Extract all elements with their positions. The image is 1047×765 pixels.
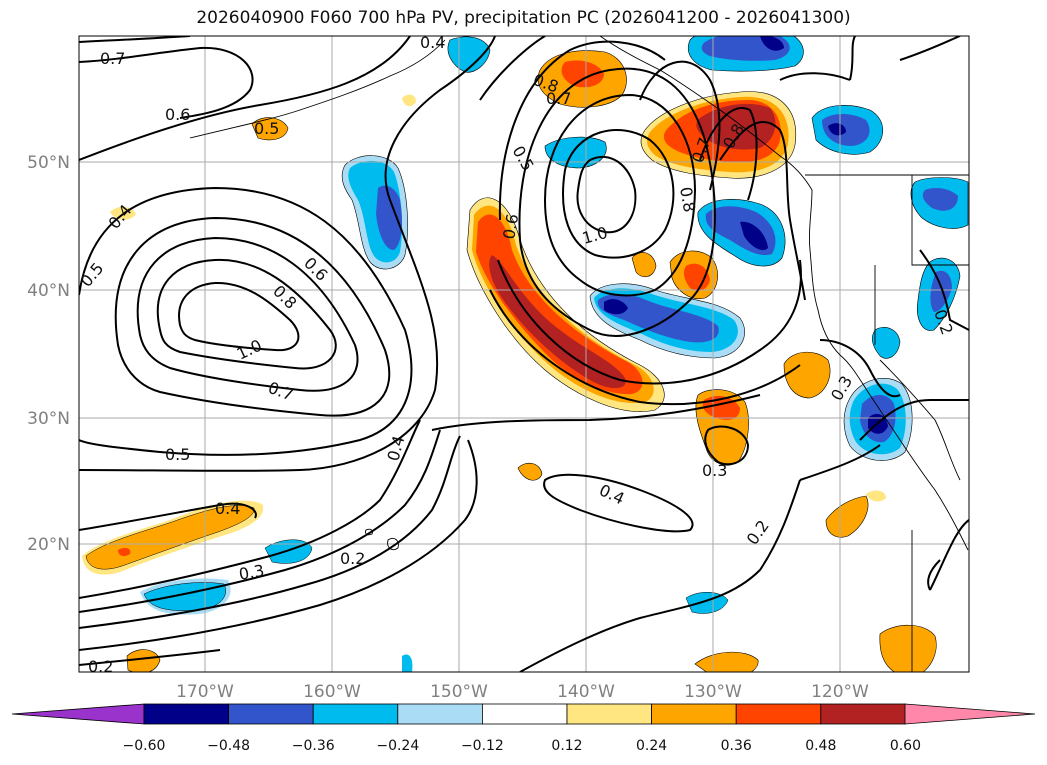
- colorbar-bin-9: [820, 703, 906, 725]
- lon-tick-130w: 130°W: [684, 682, 742, 702]
- contour-0.5-west: [79, 186, 413, 456]
- colorbar-label-2: −0.36: [292, 738, 335, 754]
- contour-0.6-north: [79, 36, 411, 161]
- contour-0.6-east: [518, 67, 716, 337]
- colorbar: −0.60 −0.48 −0.36 −0.24 −0.12 0.12 0.24 …: [11, 703, 1036, 754]
- colorbar-bin-4: [397, 703, 483, 725]
- clab-24: 0.3: [702, 461, 727, 480]
- colorbar-label-1: −0.48: [207, 738, 250, 754]
- lat-tick-labels: 50°N 40°N 30°N 20°N: [27, 153, 70, 555]
- clab-10: 0.4: [215, 499, 240, 518]
- contour-0.8-ne: [639, 60, 721, 191]
- chart-title: 2026040900 F060 700 hPa PV, precipitatio…: [196, 8, 851, 28]
- lat-tick-20n: 20°N: [27, 535, 70, 555]
- graticule: [79, 36, 969, 672]
- contour-0.3-east: [704, 425, 750, 466]
- colorbar-label-0: −0.60: [123, 738, 166, 754]
- clab-9: 0.5: [165, 445, 190, 464]
- colorbar-label-9: 0.60: [890, 738, 921, 754]
- lat-tick-30n: 30°N: [27, 409, 70, 429]
- clab-11: 0.3: [237, 561, 265, 584]
- contour-0.3: [79, 419, 421, 599]
- lat-tick-50n: 50°N: [27, 153, 70, 173]
- contour-0.8-west: [156, 258, 337, 370]
- contour-0.7-north: [79, 46, 254, 119]
- contour-0.6-west: [114, 216, 391, 417]
- colorbar-label-6: 0.24: [636, 738, 667, 754]
- clab-0: 0.7: [100, 49, 125, 68]
- lon-tick-170w: 170°W: [176, 682, 234, 702]
- colorbar-bin-5: [481, 703, 568, 725]
- contour-0.4-west: [79, 36, 496, 472]
- pv-contours: [79, 36, 969, 672]
- colorbar-bin-6: [566, 703, 652, 725]
- clab-2: 0.5: [254, 119, 279, 138]
- clab-22: 0.7: [546, 89, 571, 108]
- lon-tick-150w: 150°W: [430, 682, 488, 702]
- lon-tick-160w: 160°W: [303, 682, 361, 702]
- colorbar-label-3: −0.24: [376, 738, 419, 754]
- clab-1: 0.6: [165, 105, 190, 124]
- colorbar-label-8: 0.48: [805, 738, 836, 754]
- map-plot-area: 0.7 0.6 0.5 0.4 0.5 1.0 0.8 0.6 0.7 0.5 …: [79, 33, 969, 676]
- colorbar-bin-7: [651, 703, 737, 725]
- precip-band-dark: [489, 255, 626, 389]
- lat-tick-40n: 40°N: [27, 281, 70, 301]
- colorbar-label-4: −0.12: [461, 738, 504, 754]
- contour-0.2-east: [519, 479, 801, 672]
- colorbar-label-5: 0.12: [551, 738, 582, 754]
- contour-1.0-west: [178, 281, 300, 352]
- contour-0.5-east: [498, 40, 666, 221]
- colorbar-extend-low: [11, 703, 145, 725]
- colorbar-bin-3: [312, 703, 399, 725]
- contour-0.8-east: [562, 129, 675, 259]
- contour-1.0-east: [576, 155, 637, 234]
- contour-0.4-east: [431, 394, 761, 431]
- lon-tick-140w: 140°W: [557, 682, 615, 702]
- clab-16: 0.6: [499, 212, 522, 240]
- colorbar-bin-2: [228, 703, 314, 725]
- contour-0.7-east: [543, 93, 697, 297]
- clab-28: 0.4: [420, 33, 445, 52]
- lon-tick-labels: 170°W 160°W 150°W 140°W 130°W 120°W: [176, 682, 869, 702]
- colorbar-label-7: 0.36: [721, 738, 752, 754]
- precip-band-red: [476, 214, 643, 395]
- lon-tick-120w: 120°W: [811, 682, 869, 702]
- colorbar-extend-high: [904, 703, 1036, 725]
- contour-0.7-west: [136, 236, 359, 392]
- clab-13: 0.2: [88, 657, 113, 676]
- clab-12: 0.2: [340, 549, 365, 568]
- coastlines: [189, 36, 969, 672]
- contour-0.2-west: [79, 439, 478, 651]
- clab-19: 0.8: [676, 185, 699, 213]
- map-frame: [78, 35, 970, 673]
- colorbar-bin-8: [735, 703, 822, 725]
- colorbar-bin-1: [143, 703, 229, 725]
